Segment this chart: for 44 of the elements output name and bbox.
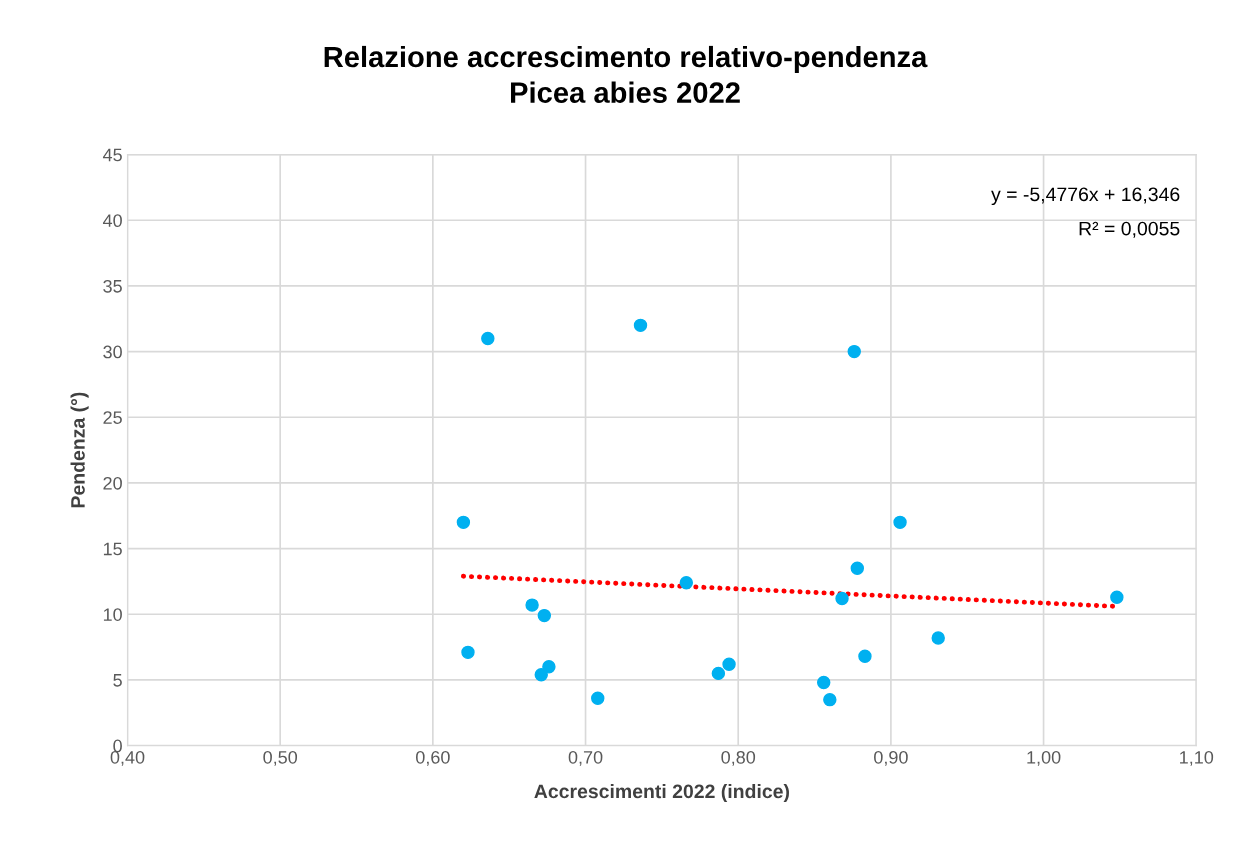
point [525, 598, 539, 612]
point [835, 591, 849, 606]
x-tick-label: 1,10 [1180, 750, 1214, 766]
y-tick-label: 25 [103, 411, 122, 424]
x-tick-label: 0,60 [415, 750, 450, 766]
point [534, 667, 548, 682]
y-tick-label: 30 [103, 345, 122, 359]
point [591, 691, 605, 706]
y-tick-label: 35 [103, 279, 122, 293]
point [847, 344, 861, 359]
point [461, 645, 475, 660]
y-tick-label: 5 [113, 674, 122, 687]
point [633, 318, 648, 333]
y-tick-label: 0 [113, 739, 122, 753]
annotation: y = -5,4776x + 16,346 [991, 187, 1180, 206]
x-tick-label: 0,70 [568, 750, 603, 766]
point [817, 675, 831, 690]
point [1110, 590, 1124, 604]
point [711, 666, 726, 681]
x-tick-label: 0,50 [263, 750, 298, 766]
point [858, 649, 872, 664]
x-axis-title: Accrescimenti 2022 (indice) [534, 783, 789, 803]
point [537, 608, 552, 623]
point [679, 576, 694, 590]
x-tick-label: 0,90 [874, 750, 908, 766]
y-tick-label: 10 [103, 608, 122, 621]
y-tick-label: 20 [103, 476, 122, 490]
point [931, 631, 945, 645]
y-tick-label: 15 [103, 542, 122, 556]
y-tick-label: 45 [102, 148, 122, 162]
x-tick-label: 1,00 [1027, 750, 1061, 766]
point [542, 660, 556, 674]
y-tick-label: 40 [102, 214, 122, 228]
point [481, 331, 495, 346]
annotation: R² = 0,0055 [1079, 221, 1180, 238]
point [893, 515, 907, 530]
x-tick-label: 0,40 [110, 750, 145, 766]
point [722, 657, 736, 671]
x-tick-label: 0,80 [721, 750, 756, 766]
point [823, 692, 837, 707]
chart-title: Relazione accrescimento relativo-pendenza Picea abies 2022 [324, 45, 928, 103]
point [456, 515, 471, 530]
y-axis-title: Pendenza (°) [70, 392, 89, 508]
point [850, 561, 865, 576]
